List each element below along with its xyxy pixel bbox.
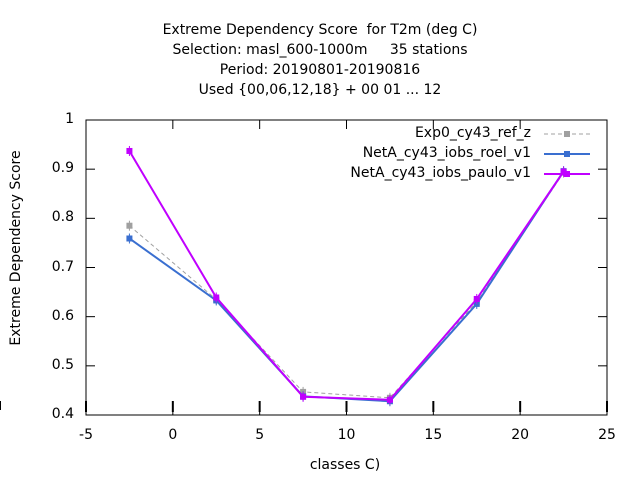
x-tick-label: 20 [511, 427, 530, 443]
y-axis-label: Extreme Dependency Score [8, 150, 24, 346]
legend-swatch-marker [564, 171, 570, 177]
x-tick-label: 10 [337, 427, 356, 443]
legend-swatch-marker [564, 131, 570, 137]
y-tick-label: 0.7 [51, 258, 74, 275]
title-line-4: Used {00,06,12,18} + 00 01 ... 12 [198, 82, 442, 98]
series-line-2 [128, 170, 565, 403]
x-tick-label: 15 [424, 427, 443, 443]
x-tick-label: 25 [598, 427, 616, 443]
legend-label: NetA_cy43_iobs_paulo_v1 [350, 165, 531, 181]
legend-swatch-marker [564, 151, 570, 157]
series-line-3 [128, 150, 565, 401]
title-line-1: Extreme Dependency Score for T2m (deg C) [162, 22, 478, 38]
title-line-2: Selection: masl_600-1000m 35 stations [172, 42, 468, 58]
y-tick-label: 0.6 [51, 307, 74, 324]
x-tick-label: -5 [79, 427, 93, 443]
y-tick-label: 0.4 [51, 406, 74, 422]
y-tick-label: 1 [65, 111, 74, 127]
legend-label: NetA_cy43_iobs_roel_v1 [362, 145, 531, 161]
x-axis-label: classes C) [309, 457, 381, 473]
y-tick-label: 0.9 [51, 160, 74, 177]
y-tick-label: 0.8 [51, 209, 74, 226]
x-tick-label: 0 [168, 427, 178, 443]
legend-label: Exp0_cy43_ref_z [414, 125, 531, 141]
title-line-3: Period: 20190801-20190816 [219, 62, 421, 78]
y-tick-label: 0.5 [51, 356, 74, 373]
x-tick-label: 5 [255, 427, 265, 443]
